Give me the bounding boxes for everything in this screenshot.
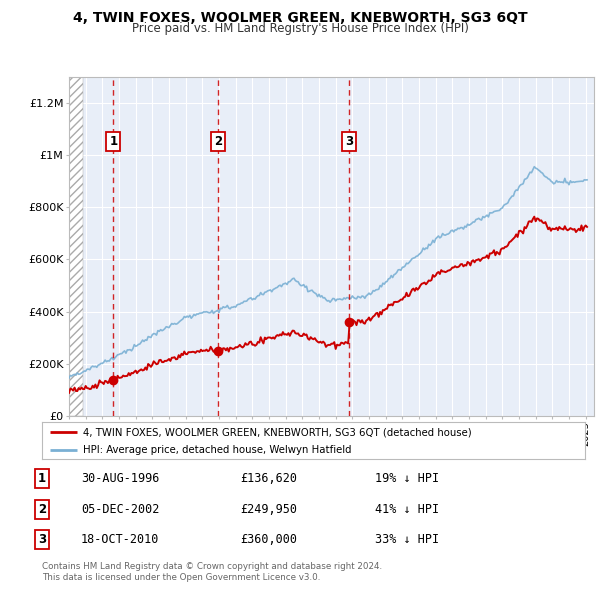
Text: 19% ↓ HPI: 19% ↓ HPI: [375, 472, 439, 485]
Text: 3: 3: [38, 533, 46, 546]
Text: 2: 2: [214, 136, 222, 149]
Text: Price paid vs. HM Land Registry's House Price Index (HPI): Price paid vs. HM Land Registry's House …: [131, 22, 469, 35]
Text: 4, TWIN FOXES, WOOLMER GREEN, KNEBWORTH, SG3 6QT: 4, TWIN FOXES, WOOLMER GREEN, KNEBWORTH,…: [73, 11, 527, 25]
Text: 41% ↓ HPI: 41% ↓ HPI: [375, 503, 439, 516]
Text: 2: 2: [38, 503, 46, 516]
Text: 05-DEC-2002: 05-DEC-2002: [81, 503, 160, 516]
Text: 18-OCT-2010: 18-OCT-2010: [81, 533, 160, 546]
Text: £360,000: £360,000: [240, 533, 297, 546]
Text: HPI: Average price, detached house, Welwyn Hatfield: HPI: Average price, detached house, Welw…: [83, 445, 351, 455]
Text: Contains HM Land Registry data © Crown copyright and database right 2024.
This d: Contains HM Land Registry data © Crown c…: [42, 562, 382, 582]
Text: 3: 3: [345, 136, 353, 149]
Text: £249,950: £249,950: [240, 503, 297, 516]
Text: 33% ↓ HPI: 33% ↓ HPI: [375, 533, 439, 546]
Text: £136,620: £136,620: [240, 472, 297, 485]
Bar: [69, 77, 83, 416]
Text: 1: 1: [109, 136, 118, 149]
Text: 4, TWIN FOXES, WOOLMER GREEN, KNEBWORTH, SG3 6QT (detached house): 4, TWIN FOXES, WOOLMER GREEN, KNEBWORTH,…: [83, 427, 472, 437]
Text: 30-AUG-1996: 30-AUG-1996: [81, 472, 160, 485]
Text: 1: 1: [38, 472, 46, 485]
